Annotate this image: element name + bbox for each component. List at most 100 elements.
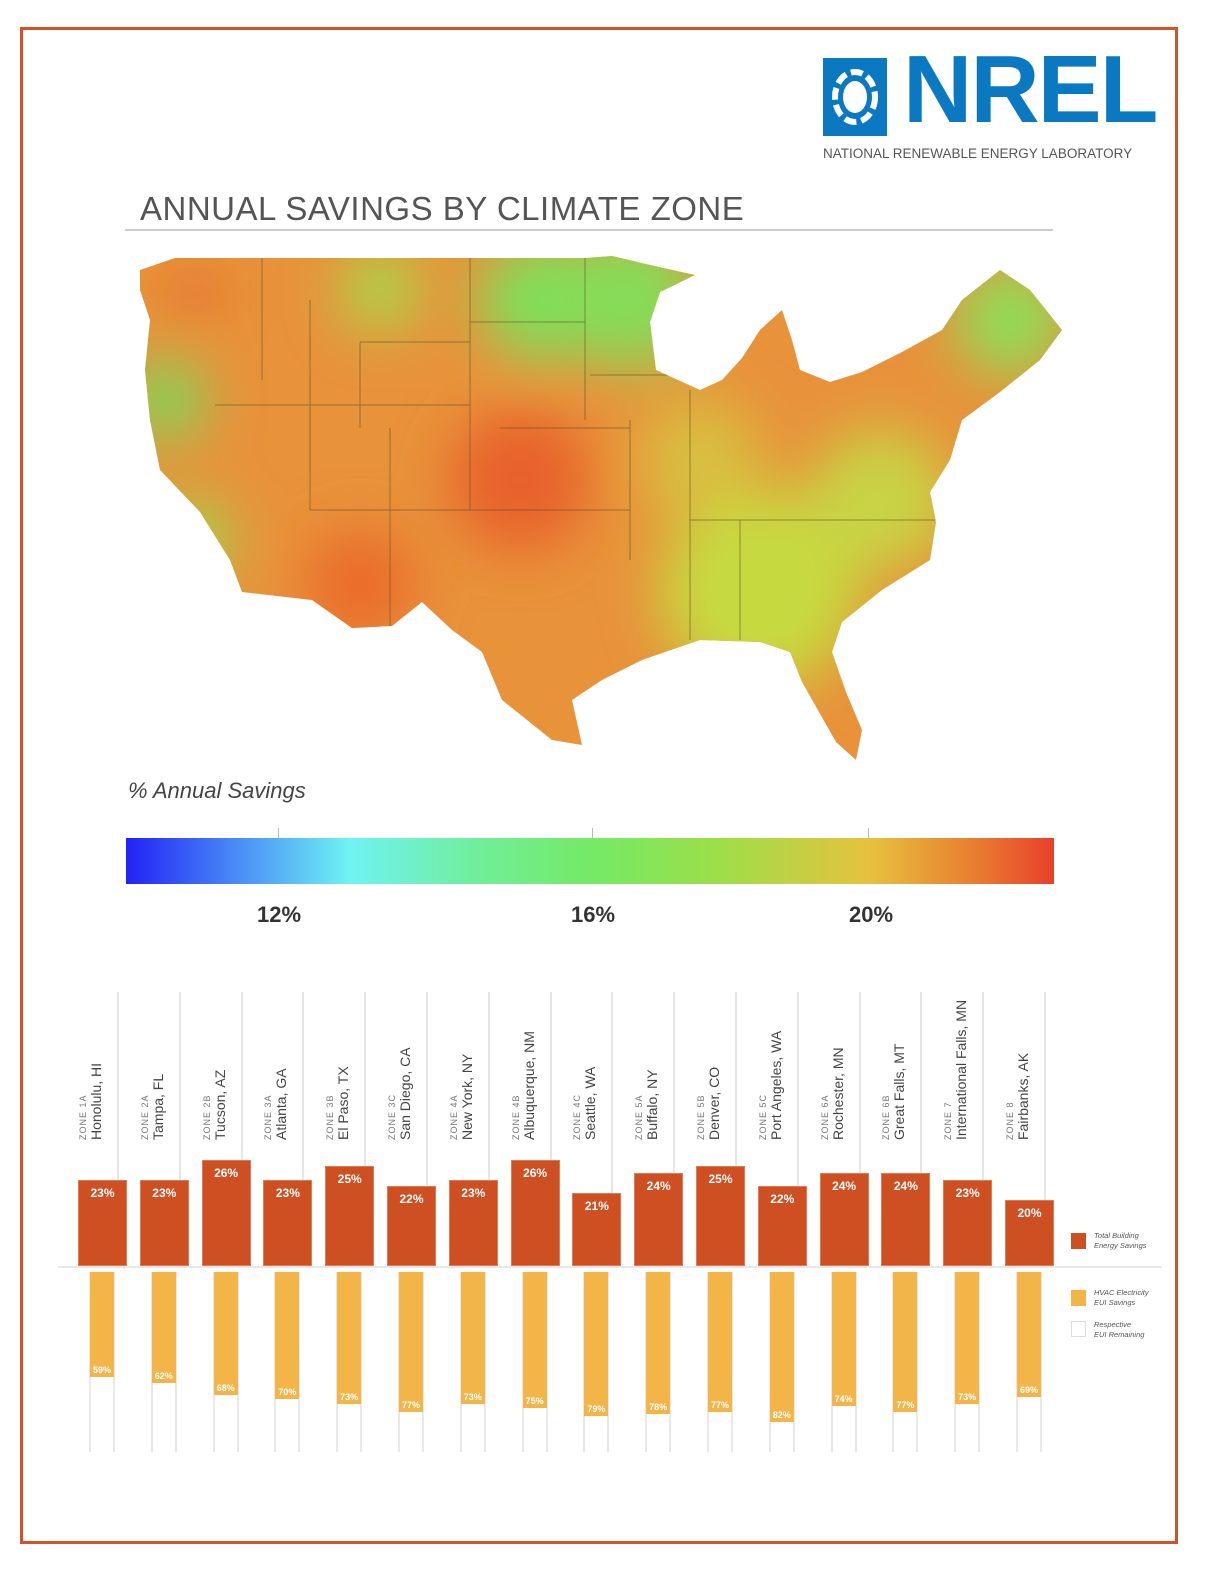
hvac-savings-bar: 77% xyxy=(893,1272,918,1413)
hvac-savings-value: 69% xyxy=(1019,1384,1038,1395)
zone-city: Rochester, MN xyxy=(829,1047,846,1140)
legend-label-remaining: Respective EUI Remaining xyxy=(1094,1320,1145,1339)
hvac-savings-bar: 74% xyxy=(831,1272,856,1407)
hvac-savings-bar: 78% xyxy=(646,1272,671,1415)
total-savings-value: 23% xyxy=(955,1185,980,1200)
hvac-savings-value: 77% xyxy=(896,1400,915,1411)
hvac-savings-value: 73% xyxy=(340,1392,359,1403)
zone-code: ZONE 3A xyxy=(263,1094,274,1140)
scale-tick xyxy=(278,828,279,838)
zone-label: ZONE 5C Port Angeles, WA xyxy=(758,990,792,1140)
scale-tick xyxy=(868,828,869,838)
hvac-savings-value: 73% xyxy=(958,1392,977,1403)
zone-label: ZONE 6A Rochester, MN xyxy=(820,990,854,1140)
zone-code: ZONE 1A xyxy=(78,1094,88,1140)
hvac-savings-value: 82% xyxy=(772,1410,791,1421)
hvac-savings-bar: 82% xyxy=(769,1272,794,1423)
zone-code: ZONE 3B xyxy=(325,1094,336,1140)
hvac-savings-bar: 77% xyxy=(399,1272,423,1413)
zone-city: New York, NY xyxy=(458,1053,475,1140)
zone-city: Port Angeles, WA xyxy=(767,1030,784,1140)
hvac-savings-value: 70% xyxy=(278,1386,297,1397)
column-gridline xyxy=(364,992,367,1266)
zone-city: El Paso, TX xyxy=(335,1066,352,1140)
zone-label: ZONE 3A Atlanta, GA xyxy=(263,990,297,1140)
zone-city: Honolulu, HI xyxy=(88,1062,104,1140)
map-legend-title: % Annual Savings xyxy=(128,778,306,803)
zone-city: Fairbanks, AK xyxy=(1015,1052,1031,1140)
total-savings-value: 24% xyxy=(646,1178,671,1193)
zone-label: ZONE 7 International Falls, MN xyxy=(943,990,977,1140)
total-savings-value: 23% xyxy=(90,1185,115,1200)
total-savings-value: 25% xyxy=(337,1172,362,1187)
column-gridline xyxy=(920,992,923,1266)
zone-label: ZONE 8 Fairbanks, AK xyxy=(1005,990,1039,1140)
total-savings-value: 24% xyxy=(893,1178,918,1193)
legend-label-total: Total Building Energy Savings xyxy=(1094,1231,1147,1250)
zone-city: Tampa, FL xyxy=(149,1073,166,1140)
column-gridline xyxy=(982,992,985,1266)
column-gridline xyxy=(117,992,119,1266)
hvac-savings-value: 74% xyxy=(834,1394,853,1405)
zone-label: ZONE 3B El Paso, TX xyxy=(325,990,359,1140)
total-savings-bar: 24% xyxy=(634,1172,684,1266)
total-savings-bar: 21% xyxy=(572,1192,622,1266)
hvac-savings-value: 77% xyxy=(401,1400,420,1411)
zone-city: International Falls, MN xyxy=(953,999,970,1140)
zone-code: ZONE 2B xyxy=(201,1094,212,1140)
hvac-savings-value: 73% xyxy=(463,1392,482,1403)
column-gridline xyxy=(549,992,552,1266)
hvac-savings-value: 75% xyxy=(525,1396,544,1407)
column-gridline xyxy=(426,992,428,1266)
total-savings-bar: 20% xyxy=(1005,1199,1054,1266)
hvac-savings-bar: 73% xyxy=(460,1272,485,1405)
zone-city: Tucson, AZ xyxy=(211,1069,228,1140)
column-gridline xyxy=(673,992,676,1266)
scale-tick-label: 12% xyxy=(256,902,302,927)
zone-code: ZONE 4A xyxy=(448,1094,459,1140)
hvac-savings-bar: 79% xyxy=(584,1272,609,1417)
total-savings-value: 23% xyxy=(461,1185,486,1200)
legend-swatch-hvac xyxy=(1071,1290,1086,1306)
total-savings-bar: 24% xyxy=(881,1172,931,1266)
hvac-savings-value: 78% xyxy=(649,1402,668,1413)
color-scale-bar xyxy=(126,838,1054,884)
zone-label: ZONE 3C San Diego, CA xyxy=(387,990,421,1140)
scale-tick xyxy=(592,828,593,838)
total-savings-value: 20% xyxy=(1017,1205,1042,1220)
legend-swatch-remaining xyxy=(1071,1321,1086,1337)
zone-code: ZONE 5B xyxy=(696,1094,706,1140)
scale-tick-label: 16% xyxy=(570,902,616,927)
zone-label: ZONE 4C Seattle, WA xyxy=(572,990,606,1140)
hvac-savings-bar: 69% xyxy=(1017,1272,1041,1397)
hvac-savings-bar: 73% xyxy=(337,1272,362,1405)
zone-code: ZONE 8 xyxy=(1005,1101,1015,1140)
total-savings-bar: 22% xyxy=(757,1186,807,1266)
logo-subtitle: NATIONAL RENEWABLE ENERGY LABORATORY xyxy=(823,146,1133,161)
zone-code: ZONE 6B xyxy=(881,1094,892,1140)
zone-code: ZONE 4B xyxy=(510,1094,521,1140)
column-gridline xyxy=(1044,992,1046,1266)
zone-city: Buffalo, NY xyxy=(644,1069,661,1140)
zone-label: ZONE 1A Honolulu, HI xyxy=(78,990,112,1140)
zone-code: ZONE 6A xyxy=(819,1094,830,1140)
zone-code: ZONE 5C xyxy=(757,1093,768,1140)
column-gridline xyxy=(487,992,490,1266)
column-gridline xyxy=(302,992,305,1266)
hvac-savings-value: 77% xyxy=(710,1400,729,1411)
zone-label: ZONE 5B Denver, CO xyxy=(696,990,730,1140)
column-gridline xyxy=(858,992,861,1266)
page-title: ANNUAL SAVINGS BY CLIMATE ZONE xyxy=(140,190,745,227)
total-savings-bar: 24% xyxy=(819,1172,869,1266)
logo-wordmark: NREL xyxy=(903,36,1158,143)
hvac-savings-bar: 75% xyxy=(522,1272,547,1409)
zone-code: ZONE 4C xyxy=(572,1093,583,1140)
zone-label: ZONE 6B Great Falls, MT xyxy=(881,990,915,1140)
total-savings-value: 25% xyxy=(708,1172,733,1187)
total-savings-value: 24% xyxy=(832,1178,857,1193)
total-savings-bar: 23% xyxy=(78,1179,127,1266)
hvac-savings-bar: 77% xyxy=(708,1272,732,1413)
column-gridline xyxy=(240,992,243,1266)
total-savings-value: 23% xyxy=(152,1185,177,1200)
